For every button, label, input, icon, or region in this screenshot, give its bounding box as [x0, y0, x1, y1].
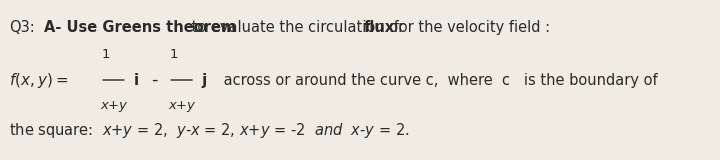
Text: the square:  $x$+$y$ = 2,  $y$-$x$ = 2, $x$+$y$ = -2  $and$  $x$-$y$ = 2.: the square: $x$+$y$ = 2, $y$-$x$ = 2, $x… — [9, 121, 410, 140]
Text: x+y: x+y — [168, 99, 195, 112]
Text: $\mathbf{i}$: $\mathbf{i}$ — [133, 72, 139, 88]
Text: -: - — [150, 71, 157, 89]
Text: to evaluate the circulation or: to evaluate the circulation or — [186, 20, 408, 35]
Text: x+y: x+y — [100, 99, 127, 112]
Text: Q3:: Q3: — [9, 20, 35, 35]
Text: $\mathbf{j}$: $\mathbf{j}$ — [202, 71, 208, 89]
Text: flux: flux — [364, 20, 395, 35]
Text: across or around the curve c,  where  c   is the boundary of: across or around the curve c, where c is… — [219, 72, 657, 88]
Text: $f(x, y) =$: $f(x, y) =$ — [9, 71, 68, 89]
Text: 1: 1 — [101, 48, 109, 61]
Text: 1: 1 — [169, 48, 178, 61]
Text: for the velocity field :: for the velocity field : — [389, 20, 549, 35]
Text: A- Use Greens theorem: A- Use Greens theorem — [44, 20, 236, 35]
